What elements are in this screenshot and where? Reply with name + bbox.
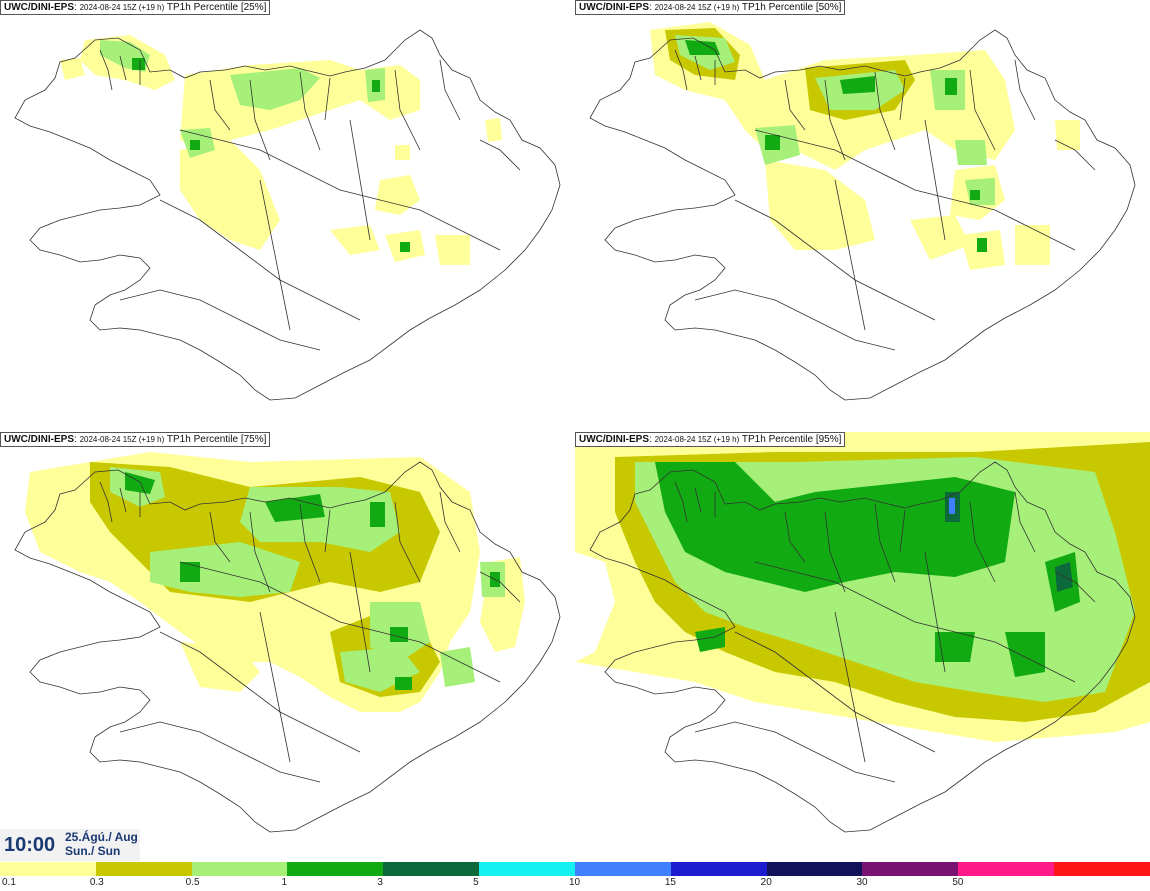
model-name: UWC/DINI-EPS xyxy=(4,434,74,445)
legend-tick-label: 50 xyxy=(952,877,964,888)
model-name: UWC/DINI-EPS xyxy=(4,2,74,13)
map-panel-p75: UWC/DINI-EPS: 2024-08-24 15Z (+19 h) TP1… xyxy=(0,432,575,864)
run-time: 2024-08-24 15Z (+19 h) xyxy=(654,3,740,12)
legend-tick-label: 30 xyxy=(856,877,868,888)
iceland-map-p95 xyxy=(575,432,1150,864)
valid-time: 10:00 xyxy=(4,834,56,856)
legend-swatch xyxy=(95,862,192,876)
model-name: UWC/DINI-EPS xyxy=(579,434,649,445)
legend-swatch xyxy=(287,862,384,876)
map-panel-p95: UWC/DINI-EPS: 2024-08-24 15Z (+19 h) TP1… xyxy=(575,432,1150,864)
legend-swatch xyxy=(191,862,288,876)
map-panel-p50: UWC/DINI-EPS: 2024-08-24 15Z (+19 h) TP1… xyxy=(575,0,1150,432)
run-time: 2024-08-24 15Z (+19 h) xyxy=(79,3,165,12)
legend-tick-label: 15 xyxy=(664,877,676,888)
product-name: TP1h Percentile [50%] xyxy=(741,2,842,13)
legend-tick-label: 0.1 xyxy=(2,877,16,888)
legend-swatch xyxy=(574,862,671,876)
iceland-map-p25 xyxy=(14,29,561,401)
valid-day-line: Sun./ Sun xyxy=(65,844,121,858)
legend-swatch xyxy=(862,862,959,876)
product-name: TP1h Percentile [75%] xyxy=(166,434,267,445)
iceland-map-p50 xyxy=(589,22,1136,401)
run-time: 2024-08-24 15Z (+19 h) xyxy=(79,435,165,444)
product-name: TP1h Percentile [95%] xyxy=(741,434,842,445)
legend-swatch xyxy=(958,862,1055,876)
precip-legend xyxy=(0,862,1150,876)
legend-swatch xyxy=(0,862,96,876)
legend-tick-label: 1 xyxy=(281,877,288,888)
legend-ticks: 0.1 0.3 0.5 1 3 5 10 15 20 30 50 xyxy=(0,877,1150,891)
iceland-map-p75 xyxy=(14,452,561,833)
legend-tick-label: 0.5 xyxy=(185,877,200,888)
legend-tick-label: 5 xyxy=(473,877,479,888)
product-name: TP1h Percentile [25%] xyxy=(166,2,267,13)
panel-title: UWC/DINI-EPS: 2024-08-24 15Z (+19 h) TP1… xyxy=(0,432,271,447)
panel-title: UWC/DINI-EPS: 2024-08-24 15Z (+19 h) TP1… xyxy=(575,0,846,15)
legend-tick-label: 3 xyxy=(377,877,383,888)
legend-tick-label: 10 xyxy=(569,877,581,888)
legend-tick-label: 0.3 xyxy=(89,877,104,888)
legend-swatch xyxy=(766,862,863,876)
panel-title: UWC/DINI-EPS: 2024-08-24 15Z (+19 h) TP1… xyxy=(0,0,271,15)
valid-date: 25.Ágú./ Aug Sun./ Sun xyxy=(65,830,138,858)
model-name: UWC/DINI-EPS xyxy=(579,2,649,13)
valid-time-box: 10:00 25.Ágú./ Aug Sun./ Sun xyxy=(0,829,140,861)
legend-tick-label: 20 xyxy=(760,877,772,888)
run-time: 2024-08-24 15Z (+19 h) xyxy=(654,435,740,444)
legend-swatch xyxy=(479,862,575,876)
map-panel-p25: UWC/DINI-EPS: 2024-08-24 15Z (+19 h) TP1… xyxy=(0,0,575,432)
legend-swatch xyxy=(670,862,767,876)
valid-date-line: 25.Ágú./ Aug xyxy=(65,830,138,844)
legend-swatch xyxy=(383,862,480,876)
legend-swatch xyxy=(1054,862,1150,876)
panel-title: UWC/DINI-EPS: 2024-08-24 15Z (+19 h) TP1… xyxy=(575,432,846,447)
